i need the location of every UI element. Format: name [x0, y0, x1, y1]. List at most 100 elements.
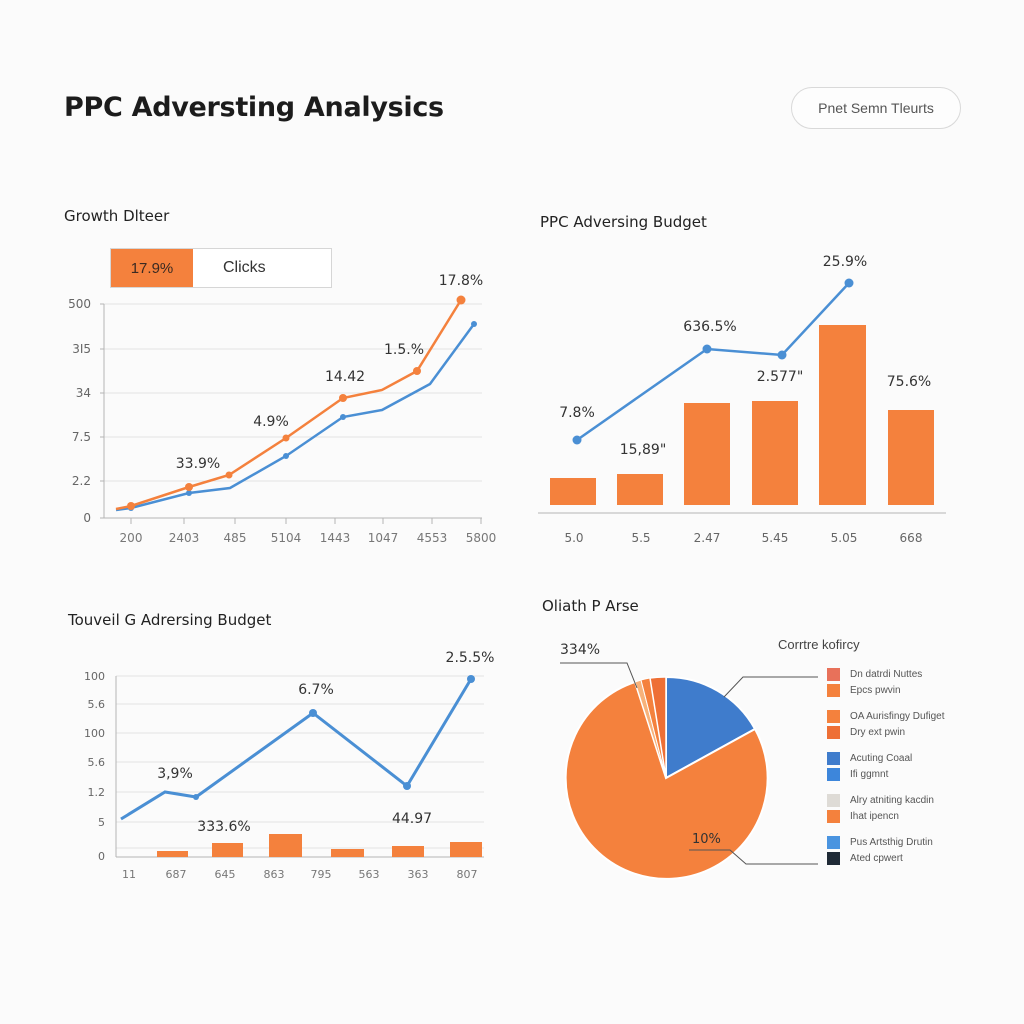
legend-item: Dn datrdi Nuttes	[827, 666, 1007, 682]
pie-callout-top: 334%	[560, 642, 600, 658]
bar	[888, 410, 934, 505]
x-tick: 668	[900, 531, 923, 545]
legend-swatch	[827, 767, 840, 781]
x-tick: 5.05	[831, 531, 858, 545]
y-tick: 100	[84, 670, 105, 683]
growth-legend: 17.9% Clicks	[110, 248, 332, 288]
x-tick: 2403	[169, 531, 200, 545]
data-label: 7.8%	[559, 405, 595, 421]
legend-item: Ihat ipencn	[827, 808, 1007, 824]
legend-item: Pus Artsthig Drutin	[827, 834, 1007, 850]
legend-swatch	[827, 793, 840, 807]
pie-slice-blue	[665, 675, 757, 780]
y-tick: 5.6	[88, 698, 106, 711]
series-orange-line	[115, 299, 463, 511]
y-tick: 100	[84, 727, 105, 740]
x-tick: 200	[120, 531, 143, 545]
x-tick: 807	[457, 868, 478, 881]
growth-chart-title: Growth Dlteer	[64, 207, 170, 225]
y-tick: 1.2	[88, 786, 106, 799]
y-tick: 34	[76, 386, 91, 400]
x-tick: 485	[224, 531, 247, 545]
x-tick: 5.45	[762, 531, 789, 545]
budget-chart: 7.8% 15,89" 636.5% 2.577" 25.9% 75.6% 5.…	[538, 254, 946, 545]
bar	[617, 474, 663, 505]
x-tick: 645	[215, 868, 236, 881]
x-tick: 11	[122, 868, 136, 881]
y-tick: 2.2	[72, 474, 91, 488]
pie-slice-small-b	[649, 676, 667, 779]
budget-chart-title: PPC Adversing Budget	[540, 213, 707, 231]
legend-swatch	[827, 851, 840, 865]
x-tick: 863	[264, 868, 285, 881]
legend-item: Ifi ggmnt	[827, 766, 1007, 782]
data-label: 333.6%	[197, 819, 250, 835]
legend-item: Epcs pwvin	[827, 682, 1007, 698]
data-label: 75.6%	[887, 374, 931, 390]
bar	[752, 401, 798, 505]
legend-swatch	[827, 835, 840, 849]
legend-label: Clicks	[223, 259, 266, 276]
y-tick: 5.6	[88, 756, 106, 769]
growth-chart: 500 3I5 34 7.5 2.2 0 200 2403 485 5104 1…	[68, 273, 496, 545]
budget-line	[576, 282, 850, 442]
y-tick: 0	[98, 850, 105, 863]
y-tick: 0	[83, 511, 91, 525]
bar	[819, 325, 866, 505]
travel-chart-title: Touveil G Adrersing Budget	[68, 611, 272, 629]
x-tick: 5.5	[631, 531, 650, 545]
data-label: 3,9%	[157, 766, 193, 782]
x-tick: 5104	[271, 531, 302, 545]
y-tick: 3I5	[72, 342, 91, 356]
x-tick: 1443	[320, 531, 351, 545]
x-tick: 5800	[466, 531, 497, 545]
data-label: 4.9%	[253, 414, 289, 430]
y-tick: 500	[68, 297, 91, 311]
y-tick: 7.5	[72, 430, 91, 444]
pie-legend-title: Corrtre kofircy	[778, 637, 860, 652]
x-tick: 5.0	[564, 531, 583, 545]
data-label: 25.9%	[823, 254, 867, 270]
pie-chart-title: Oliath P Arse	[542, 597, 639, 615]
data-label: 14.42	[325, 369, 365, 385]
x-tick: 687	[166, 868, 187, 881]
x-tick: 795	[311, 868, 332, 881]
page-title: PPC Adversting Analysics	[64, 92, 444, 123]
data-label: 33.9%	[176, 456, 220, 472]
pie-slice-orange-main	[564, 680, 769, 880]
travel-line	[120, 678, 473, 821]
y-tick: 5	[98, 816, 105, 829]
x-tick: 363	[408, 868, 429, 881]
legend-swatch	[827, 809, 840, 823]
x-tick: 2.47	[694, 531, 721, 545]
legend-item: Alry atniting kacdin	[827, 792, 1007, 808]
legend-swatch	[827, 667, 840, 681]
travel-chart: 100 5.6 100 5.6 1.2 5 0 3,9% 333.6% 6.7%…	[84, 650, 494, 881]
pie-chart: 334% 10%	[560, 642, 818, 880]
x-tick: 1047	[368, 531, 399, 545]
data-label: 636.5%	[683, 319, 736, 335]
legend-swatch	[827, 725, 840, 739]
data-label: 6.7%	[298, 682, 334, 698]
bar	[684, 403, 730, 505]
legend-item: Dry ext pwin	[827, 724, 1007, 740]
data-label: 1.5.%	[384, 342, 424, 358]
x-tick: 563	[359, 868, 380, 881]
x-tick: 4553	[417, 531, 448, 545]
data-label: 44.97	[392, 811, 432, 827]
data-label: 2.5.5%	[446, 650, 495, 666]
legend-swatch	[827, 709, 840, 723]
legend-swatch	[827, 751, 840, 765]
data-label: 2.577"	[757, 369, 804, 385]
legend-item: OA Aurisfingy Dufiget	[827, 708, 1007, 724]
data-label: 15,89"	[620, 442, 667, 458]
legend-item: Ated cpwert	[827, 850, 1007, 866]
pie-callout-bottom: 10%	[692, 832, 721, 847]
pie-legend: Dn datrdi Nuttes Epcs pwvin OA Aurisfing…	[827, 666, 1007, 876]
bar	[550, 478, 596, 505]
legend-swatch-value: 17.9%	[111, 249, 193, 287]
legend-swatch	[827, 683, 840, 697]
header-action-button[interactable]: Pnet Semn Tleurts	[791, 87, 961, 129]
data-label: 17.8%	[439, 273, 483, 289]
